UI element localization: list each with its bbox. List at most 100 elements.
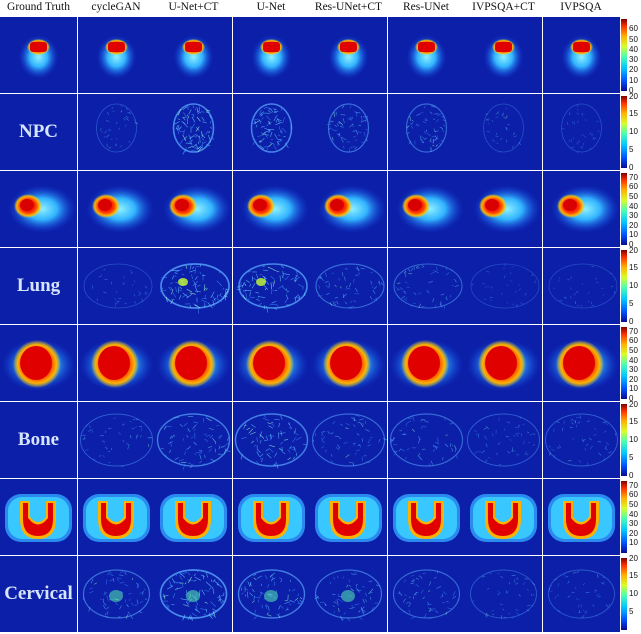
dose-map-cell xyxy=(232,17,310,93)
dose-map-cell xyxy=(310,17,387,93)
dose-distribution xyxy=(18,35,59,79)
dose-distribution xyxy=(96,35,136,79)
dose-distribution xyxy=(483,35,524,79)
error-map-cell xyxy=(155,248,232,324)
dose-error-map xyxy=(156,413,231,470)
dose-distribution xyxy=(1,339,76,391)
colorbar-tick-label: 30 xyxy=(629,365,638,375)
dose-map-cell xyxy=(77,171,155,247)
colorbar-tick-label: 10 xyxy=(629,435,638,444)
colorbar-tick-label: 30 xyxy=(629,519,638,529)
column-header: Ground Truth xyxy=(7,1,70,13)
dose-distribution xyxy=(544,339,618,391)
colorbar-tick-label: 60 xyxy=(629,336,638,346)
dose-distribution xyxy=(173,35,214,79)
dose-distribution xyxy=(5,494,72,542)
error-map-cell xyxy=(232,402,310,478)
dose-distribution xyxy=(156,339,231,391)
dose-distribution xyxy=(547,494,615,542)
dose-distribution xyxy=(160,494,227,542)
colorbar-tick-label: 20 xyxy=(629,220,638,230)
dose-map-cell xyxy=(155,479,232,555)
colorbar-tick-label: 15 xyxy=(629,109,638,118)
dose-map-cell xyxy=(310,325,387,401)
colorbar-tick-label: 50 xyxy=(629,500,638,509)
dose-error-map xyxy=(159,263,230,314)
dose-error-map xyxy=(82,569,150,619)
colorbar-tick-label: 0 xyxy=(629,317,634,326)
column-header-row: Ground Truth cycleGAN U-Net+CT U-Net Res-UNe… xyxy=(0,0,620,17)
colorbar xyxy=(621,173,627,245)
dose-distribution xyxy=(311,339,386,391)
colorbar xyxy=(621,96,627,168)
dose-map-cell xyxy=(465,17,542,93)
colorbar-tick-label: 10 xyxy=(629,127,638,136)
dose-error-map xyxy=(470,263,540,309)
colorbar-tick-label: 0 xyxy=(629,240,634,249)
error-map-cell xyxy=(310,248,387,324)
dose-map-cell xyxy=(542,325,620,401)
dose-distribution xyxy=(79,339,153,391)
colorbar-tick-label: 20 xyxy=(629,246,638,255)
dose-map-cell xyxy=(155,171,232,247)
error-map-cell xyxy=(310,556,387,632)
error-map-cell xyxy=(310,94,387,170)
dose-map-cell xyxy=(387,325,465,401)
error-map-cell xyxy=(542,556,620,632)
dose-error-map xyxy=(547,569,615,619)
dose-error-map xyxy=(560,103,602,154)
dose-error-map xyxy=(548,263,617,309)
dose-error-map xyxy=(467,413,540,467)
error-map-cell xyxy=(465,248,542,324)
column-header: U-Net+CT xyxy=(168,1,219,13)
colorbar-tick-label: 30 xyxy=(629,211,638,221)
dose-distribution xyxy=(406,35,446,79)
row-label: Cervical xyxy=(4,583,73,604)
dose-distribution xyxy=(395,185,464,233)
dose-map-cell xyxy=(0,17,77,93)
colorbar-tick-label: 5 xyxy=(629,453,634,462)
error-map-cell xyxy=(155,94,232,170)
colorbar-tick-label: 40 xyxy=(629,44,638,54)
colorbar-tick-label: 20 xyxy=(629,374,638,384)
colorbar-tick-label: 0 xyxy=(629,163,634,172)
colorbar-tick-label: 0 xyxy=(629,394,634,403)
dose-error-map xyxy=(234,413,308,469)
colorbar-tick-label: 20 xyxy=(629,400,638,409)
dose-error-map xyxy=(389,413,463,467)
dose-map-cell xyxy=(0,325,77,401)
dose-map-cell xyxy=(387,479,465,555)
colorbar-tick-label: 20 xyxy=(629,554,638,563)
error-map-cell xyxy=(542,248,620,324)
error-map-cell xyxy=(387,556,465,632)
dose-map-cell xyxy=(77,17,155,93)
error-map-cell xyxy=(542,94,620,170)
dose-error-map xyxy=(315,263,385,309)
dose-map-cell xyxy=(542,17,620,93)
column-header: cycleGAN xyxy=(91,1,141,13)
dose-map-cell xyxy=(155,17,232,93)
colorbar-tick-label: 60 xyxy=(629,490,638,500)
colorbar-tick-label: 40 xyxy=(629,355,638,365)
dose-error-map xyxy=(311,413,387,467)
colorbar-tick-label: 50 xyxy=(629,192,638,201)
error-map-cell xyxy=(232,248,310,324)
error-map-cell xyxy=(77,402,155,478)
dose-distribution xyxy=(234,339,308,391)
dose-map-cell xyxy=(77,325,155,401)
column-header: Res-UNet+CT xyxy=(314,1,383,13)
dose-error-map xyxy=(159,569,228,621)
dose-error-map xyxy=(314,569,383,622)
colorbar-tick-label: 70 xyxy=(629,326,638,336)
colorbar xyxy=(621,250,627,322)
dose-error-map xyxy=(326,103,370,153)
dose-map-cell xyxy=(232,479,310,555)
dose-map-cell xyxy=(542,479,620,555)
error-map-cell xyxy=(77,248,155,324)
dose-distribution xyxy=(163,185,231,233)
colorbar-tick-label: 20 xyxy=(629,92,638,101)
error-map-cell xyxy=(155,556,232,632)
dose-error-map xyxy=(544,413,618,467)
dose-error-map xyxy=(250,103,292,153)
dose-map-cell xyxy=(155,325,232,401)
